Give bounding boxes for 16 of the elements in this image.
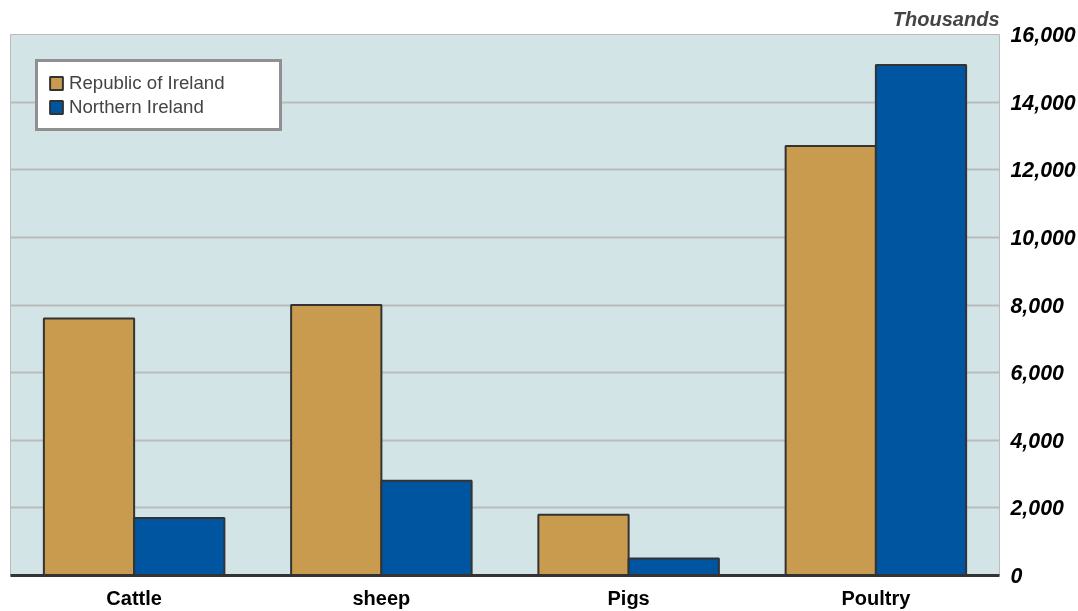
- y-tick-label: 0: [1010, 564, 1023, 588]
- y-tick-label: 2,000: [1009, 496, 1065, 521]
- y-tick-label: 16,000: [1010, 23, 1076, 47]
- y-tick-label: 4,000: [1009, 428, 1065, 453]
- legend-label: Northern Ireland: [69, 96, 205, 118]
- x-tick-label: sheep: [352, 586, 411, 609]
- legend-label: Republic of Ireland: [69, 72, 226, 94]
- y-axis-title: Thousands: [892, 7, 1000, 30]
- y-tick-label: 14,000: [1010, 90, 1076, 115]
- y-tick-label: 10,000: [1010, 225, 1076, 250]
- x-tick-label: Cattle: [106, 586, 162, 609]
- x-tick-label: Pigs: [607, 586, 650, 609]
- y-tick-label: 12,000: [1010, 158, 1076, 183]
- y-tick-label: 6,000: [1010, 361, 1065, 386]
- y-tick-label: 8,000: [1010, 293, 1065, 318]
- x-tick-label: Poultry: [841, 586, 912, 609]
